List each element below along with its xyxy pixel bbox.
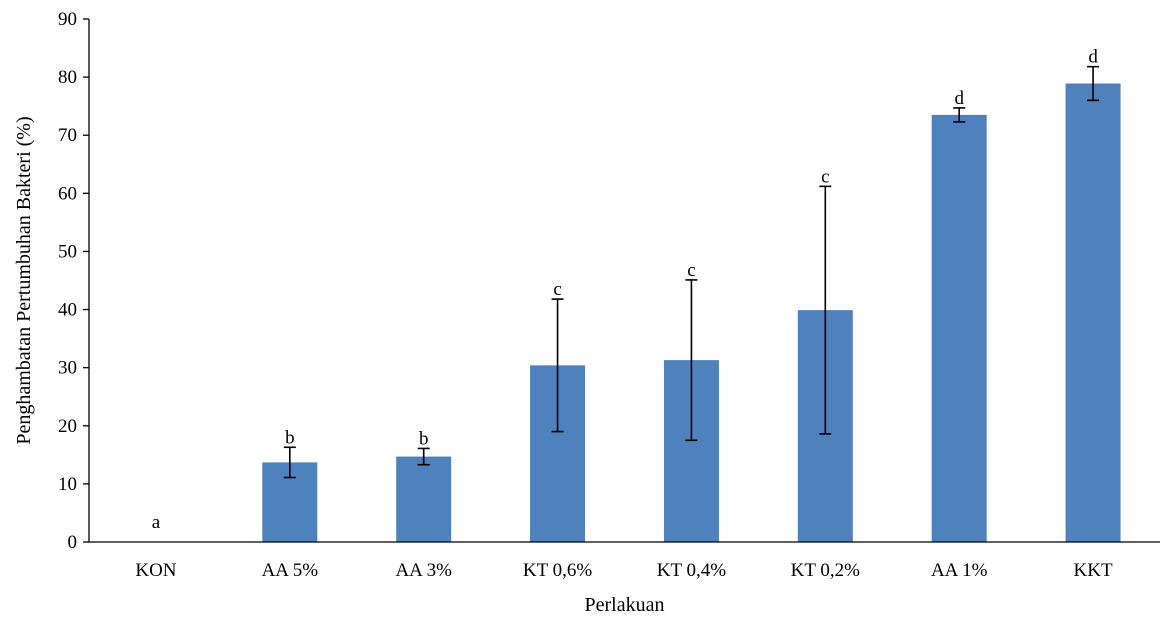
y-tick-label: 0 xyxy=(68,532,78,553)
x-axis-title: Perlakuan xyxy=(585,594,665,616)
y-ticks-layer: 0 10 20 30 40 50 60 70 80 90 xyxy=(58,9,89,553)
bar xyxy=(1065,83,1121,543)
y-tick-label: 20 xyxy=(58,416,77,437)
significance-labels-layer: a b b c c c d d xyxy=(152,47,1099,533)
x-category-label: KT 0,2% xyxy=(791,560,860,581)
significance-label: c xyxy=(821,166,829,187)
bar xyxy=(931,114,987,542)
significance-label: c xyxy=(553,279,561,300)
significance-label: a xyxy=(152,512,161,533)
x-category-label: KON xyxy=(135,560,176,581)
significance-label: d xyxy=(954,88,964,109)
error-bars-layer xyxy=(283,65,1100,479)
x-category-labels-layer: KON AA 5% AA 3% KT 0,6% KT 0,4% KT 0,2% AA 1% K… xyxy=(135,560,1113,581)
x-category-label: AA 3% xyxy=(395,560,452,581)
significance-label: d xyxy=(1088,47,1098,68)
y-tick-label: 30 xyxy=(58,358,77,379)
axes-layer xyxy=(88,19,1160,543)
y-tick-label: 10 xyxy=(58,474,77,495)
y-tick-label: 40 xyxy=(58,300,77,321)
significance-label: b xyxy=(419,428,429,449)
y-tick-label: 70 xyxy=(58,125,77,146)
y-tick-label: 80 xyxy=(58,67,77,88)
x-category-label: AA 5% xyxy=(262,560,319,581)
significance-label: c xyxy=(687,260,695,281)
y-tick-label: 60 xyxy=(58,183,77,204)
x-category-label: KT 0,6% xyxy=(523,560,592,581)
y-axis-title: Penghambatan Pertumbuhan Bakteri (%) xyxy=(13,116,35,444)
bar xyxy=(396,456,452,542)
x-category-label: KKT xyxy=(1074,560,1113,581)
x-category-label: AA 1% xyxy=(931,560,988,581)
y-tick-label: 50 xyxy=(58,241,77,262)
significance-label: b xyxy=(285,427,295,448)
x-category-label: KT 0,4% xyxy=(657,560,726,581)
y-tick-label: 90 xyxy=(58,9,77,30)
